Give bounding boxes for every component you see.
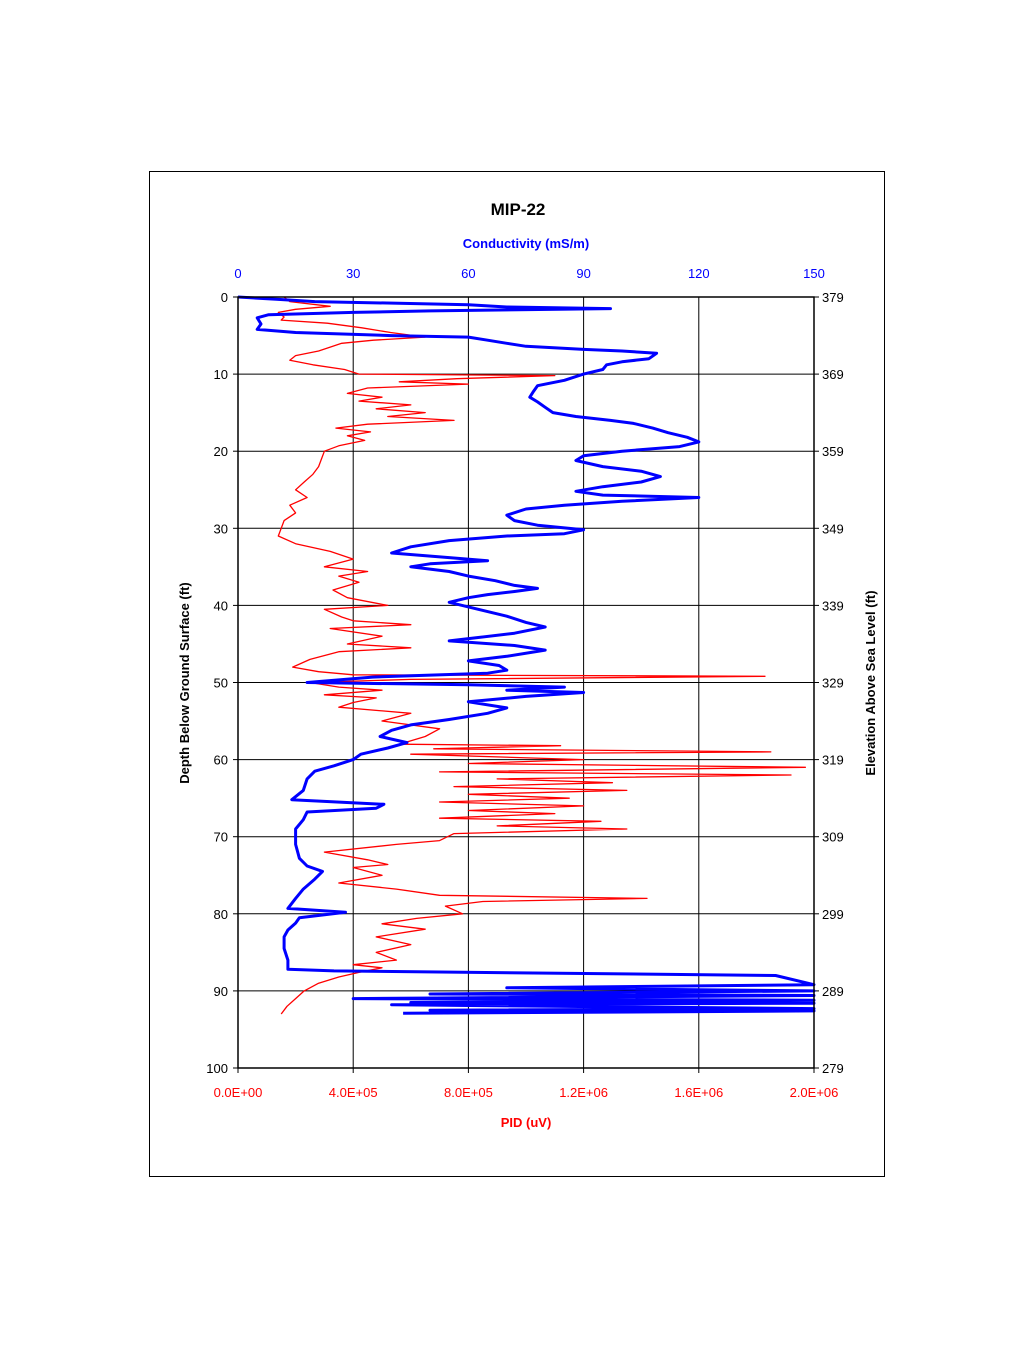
y-left-tick-label: 90 [214,984,228,999]
y-right-tick-label: 289 [822,984,844,999]
tick-labels: 0 379 10 369 20 359 30 349 40 339 50 329 60 319 70 309 8… [206,266,843,1100]
y-right-tick-label: 359 [822,444,844,459]
x-top-tick-label: 0 [234,266,241,281]
y-right-tick-label: 309 [822,830,844,845]
y-right-tick-label: 329 [822,676,844,691]
x-bottom-tick-label: 1.2E+06 [559,1085,608,1100]
y-left-tick-label: 0 [221,290,228,305]
top-axis-title: Conductivity (mS/m) [463,236,589,251]
y-right-tick-label: 369 [822,367,844,382]
y-right-tick-label: 349 [822,521,844,536]
right-axis-title: Elevation Above Sea Level (ft) [863,590,878,775]
y-left-tick-label: 10 [214,367,228,382]
left-axis-title: Depth Below Ground Surface (ft) [177,582,192,784]
x-bottom-tick-label: 4.0E+05 [329,1085,378,1100]
y-right-tick-label: 319 [822,753,844,768]
x-bottom-tick-label: 1.6E+06 [674,1085,723,1100]
y-left-tick-label: 30 [214,521,228,536]
y-left-tick-label: 80 [214,907,228,922]
plot-area-border [237,296,815,1069]
y-right-tick-label: 339 [822,598,844,613]
gridlines [233,296,819,1073]
x-bottom-tick-label: 0.0E+00 [214,1085,263,1100]
series-group [237,295,816,1015]
x-top-tick-label: 120 [688,266,710,281]
y-left-tick-label: 20 [214,444,228,459]
chart-title: MIP-22 [491,200,546,219]
x-bottom-tick-label: 8.0E+05 [444,1085,493,1100]
x-top-tick-label: 60 [461,266,475,281]
x-top-tick-label: 150 [803,266,825,281]
x-bottom-tick-label: 2.0E+06 [790,1085,839,1100]
y-left-tick-label: 40 [214,598,228,613]
conductivity-series-line [237,295,816,1015]
x-top-tick-label: 90 [576,266,590,281]
y-right-tick-label: 379 [822,290,844,305]
pid-series-line [277,296,807,1015]
y-left-tick-label: 70 [214,830,228,845]
y-left-tick-label: 100 [206,1061,228,1076]
y-right-tick-label: 279 [822,1061,844,1076]
y-right-tick-label: 299 [822,907,844,922]
y-left-tick-label: 50 [214,676,228,691]
y-left-tick-label: 60 [214,753,228,768]
bottom-axis-title: PID (uV) [501,1115,552,1130]
x-top-tick-label: 30 [346,266,360,281]
